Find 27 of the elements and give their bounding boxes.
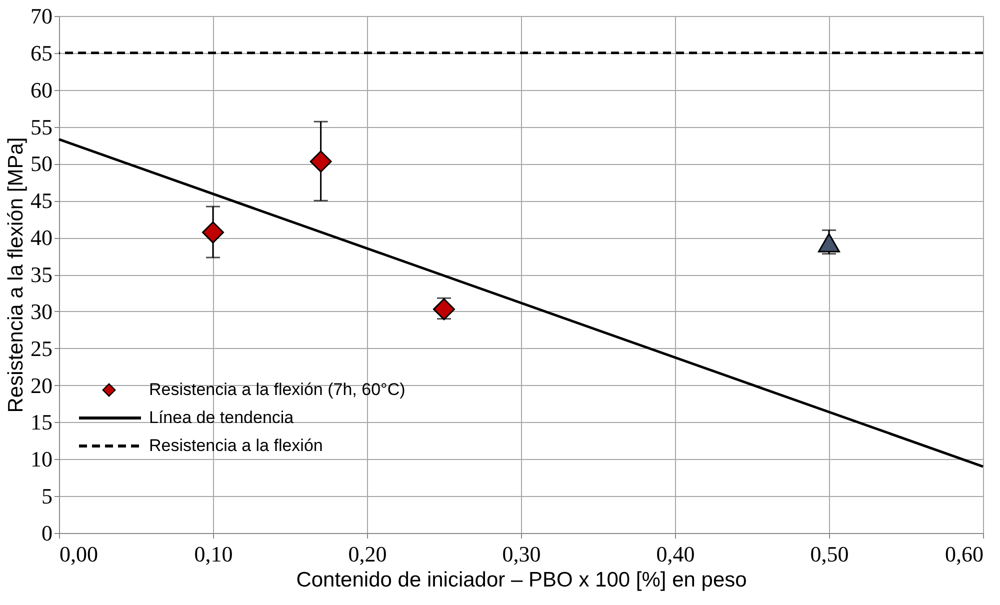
y-tick-label: 40 [30,225,52,250]
x-tick-label: 0,20 [348,542,387,566]
x-tick-label: 0,40 [656,542,695,566]
y-tick-label: 45 [30,188,52,214]
y-tick-label: 5 [42,484,52,509]
x-tick-label: 0,60 [945,542,984,566]
y-tick-label: 30 [30,298,52,324]
x-tick-label: 0,50 [810,542,849,566]
y-tick-label: 50 [30,151,52,176]
legend-label: Línea de tendencia [149,408,294,427]
y-tick-label: 0 [42,520,52,546]
y-tick-label: 65 [30,40,52,66]
y-tick-label: 25 [30,336,52,361]
legend-label: Resistencia a la flexión (7h, 60°C) [149,380,406,399]
x-tick-label: 0,10 [194,542,233,566]
y-tick-label: 35 [30,262,52,287]
y-axis-title: Resistencia a la flexión [MPa] [4,137,28,413]
x-tick-label: 0,00 [60,542,98,566]
legend-label: Resistencia a la flexión [149,436,323,455]
y-tick-label: 55 [30,114,52,140]
y-tick-label: 10 [30,446,52,472]
x-axis-title: Contenido de iniciador – PBO x 100 [%] en peso [296,568,747,592]
x-tick-label: 0,30 [502,542,541,566]
y-tick-label: 20 [30,372,52,398]
y-tick-label: 60 [30,77,52,102]
y-tick-label: 15 [30,410,52,435]
y-tick-label: 70 [30,4,52,28]
